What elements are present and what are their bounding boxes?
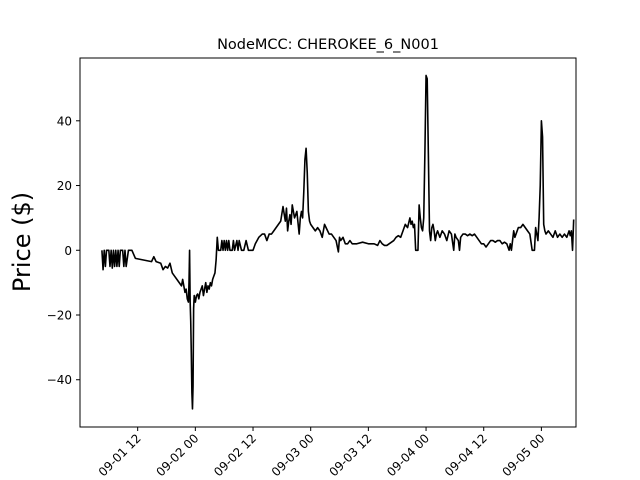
y-tick-label: 0 <box>64 244 72 258</box>
series-layer <box>101 74 575 410</box>
series-line <box>101 74 575 410</box>
y-tick-label: 20 <box>57 179 72 193</box>
y-axis-label: Price ($) <box>8 192 36 292</box>
y-tick-label: −20 <box>47 309 72 323</box>
y-axis: −40 −20 0 20 40 <box>47 114 80 387</box>
y-tick-label: 40 <box>57 114 72 128</box>
axes-frame <box>79 57 577 428</box>
chart-title: NodeMCC: CHEROKEE_6_N001 <box>217 37 439 53</box>
y-tick-label: −40 <box>47 373 72 387</box>
